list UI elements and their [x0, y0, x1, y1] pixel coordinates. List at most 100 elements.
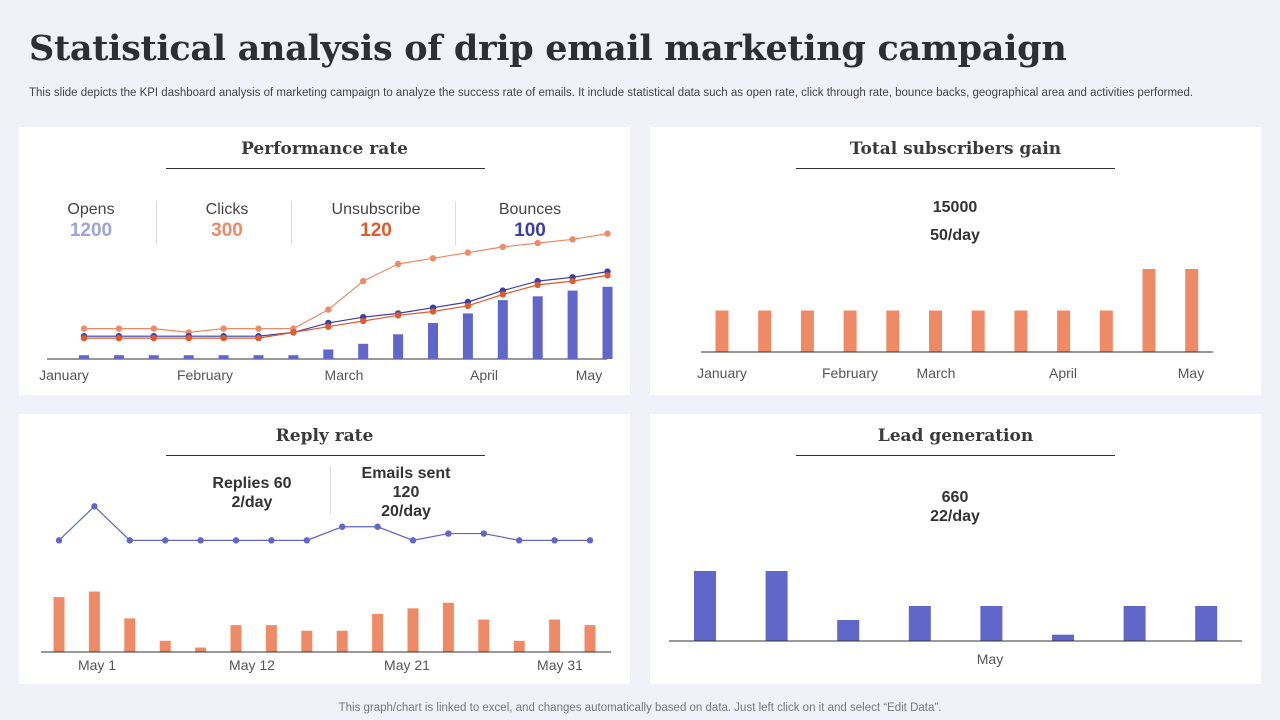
- performance-bar: [148, 355, 159, 359]
- reply-point: [445, 530, 452, 537]
- leads-bar: [694, 571, 716, 641]
- reply-panel: Reply rate Replies 60 2/day Emails sent …: [19, 414, 630, 684]
- reply-x-tick-label: May 12: [229, 657, 275, 673]
- kpi-opens: Opens 1200: [41, 201, 141, 242]
- performance-point: [534, 281, 541, 289]
- performance-point: [115, 325, 123, 332]
- performance-point: [255, 325, 262, 332]
- performance-bar: [358, 343, 369, 359]
- reply-bar: [549, 619, 561, 652]
- kpi-clicks-value: 300: [211, 220, 243, 241]
- reply-bar: [230, 625, 242, 652]
- kpi-bounces: Bounces 100: [480, 201, 580, 242]
- subscribers-title-rule: [796, 168, 1115, 169]
- performance-point: [604, 230, 611, 237]
- performance-bar: [602, 286, 613, 359]
- performance-point: [569, 236, 576, 243]
- reply-bar: [513, 640, 525, 652]
- leads-chart: May: [669, 571, 1242, 667]
- subscribers-total: 15000: [932, 199, 978, 216]
- performance-point: [429, 308, 437, 315]
- reply-point: [551, 537, 558, 544]
- reply-bar: [53, 597, 65, 652]
- performance-x-tick-label: April: [470, 367, 498, 383]
- reply-x-tick-label: May 1: [78, 657, 116, 673]
- subscribers-bar: [886, 310, 900, 352]
- reply-bar: [88, 591, 100, 652]
- subscribers-bar: [1099, 310, 1113, 352]
- reply-x-tick-label: May 21: [384, 657, 430, 673]
- reply-bar: [336, 630, 348, 652]
- subscribers-bar: [758, 310, 772, 352]
- page-subtitle: This slide depicts the KPI dashboard ana…: [29, 87, 1194, 99]
- reply-bar: [372, 613, 384, 652]
- reply-point: [232, 537, 240, 544]
- reply-bar: [301, 630, 313, 652]
- performance-bar: [323, 349, 334, 359]
- kpi-unsubscribe-label: Unsubscribe: [331, 201, 421, 218]
- performance-point: [185, 334, 192, 342]
- leads-panel: Lead generation 660 22/day May: [650, 414, 1261, 684]
- kpi-bounces-value: 100: [514, 220, 546, 241]
- reply-point: [126, 537, 133, 544]
- reply-title: Reply rate: [275, 426, 374, 446]
- performance-bar: [497, 300, 508, 359]
- performance-bar: [253, 355, 264, 359]
- kpi-divider: [156, 201, 157, 245]
- reply-bar: [442, 602, 454, 652]
- performance-point: [255, 334, 262, 342]
- footer-note: This graph/chart is linked to excel, and…: [338, 702, 942, 714]
- subscribers-bar: [971, 310, 985, 352]
- kpi-opens-label: Opens: [67, 201, 115, 218]
- kpi-unsubscribe: Unsubscribe 120: [311, 201, 441, 242]
- performance-panel: Performance rate Opens 1200 Clicks 300 U…: [19, 127, 630, 395]
- reply-emails-sent-label: Emails sent: [361, 465, 451, 482]
- performance-point: [394, 312, 402, 319]
- kpi-divider: [455, 201, 456, 245]
- leads-bar: [837, 620, 860, 641]
- performance-point: [325, 323, 332, 330]
- reply-emails-sent: Emails sent 120 20/day: [341, 464, 471, 521]
- performance-bar: [183, 355, 194, 359]
- leads-bar: [1123, 606, 1146, 641]
- reply-replies-count: Replies 60: [212, 475, 292, 492]
- kpi-clicks: Clicks 300: [177, 201, 277, 242]
- reply-bar: [195, 647, 207, 652]
- performance-point: [534, 239, 541, 247]
- performance-title-rule: [166, 168, 485, 169]
- reply-bar: [584, 625, 596, 652]
- performance-x-tick-label: January: [39, 367, 89, 383]
- reply-point: [91, 503, 98, 510]
- reply-point: [197, 537, 204, 544]
- reply-bar: [265, 625, 277, 652]
- performance-point: [150, 325, 157, 332]
- reply-point: [339, 523, 346, 530]
- performance-point: [115, 334, 123, 342]
- leads-title-rule: [796, 455, 1115, 456]
- performance-point: [499, 243, 506, 251]
- kpi-clicks-label: Clicks: [205, 201, 249, 218]
- performance-point: [220, 325, 227, 332]
- performance-point: [80, 334, 88, 342]
- subscribers-bar: [1185, 269, 1199, 352]
- kpi-opens-value: 1200: [69, 220, 113, 241]
- reply-chart: May 1 May 12 May 21 May 31: [41, 503, 611, 673]
- subscribers-bar: [1057, 310, 1071, 352]
- reply-point: [162, 537, 169, 544]
- performance-bar: [79, 355, 89, 359]
- reply-x-tick-label: May 31: [537, 657, 583, 673]
- performance-bar: [462, 313, 473, 359]
- page-title: Statistical analysis of drip email marke…: [29, 28, 1067, 69]
- subscribers-x-tick-label: February: [822, 365, 878, 381]
- performance-x-tick-label: May: [576, 367, 602, 383]
- reply-bar: [124, 618, 136, 652]
- reply-bar: [407, 608, 419, 652]
- subscribers-bar: [715, 310, 729, 352]
- performance-bar: [393, 334, 404, 359]
- performance-bar: [288, 355, 299, 359]
- kpi-bounces-label: Bounces: [498, 201, 562, 218]
- reply-point: [268, 537, 275, 544]
- performance-point: [604, 272, 611, 279]
- reply-emails-sent-count: 120: [392, 484, 420, 501]
- kpi-divider: [291, 201, 292, 245]
